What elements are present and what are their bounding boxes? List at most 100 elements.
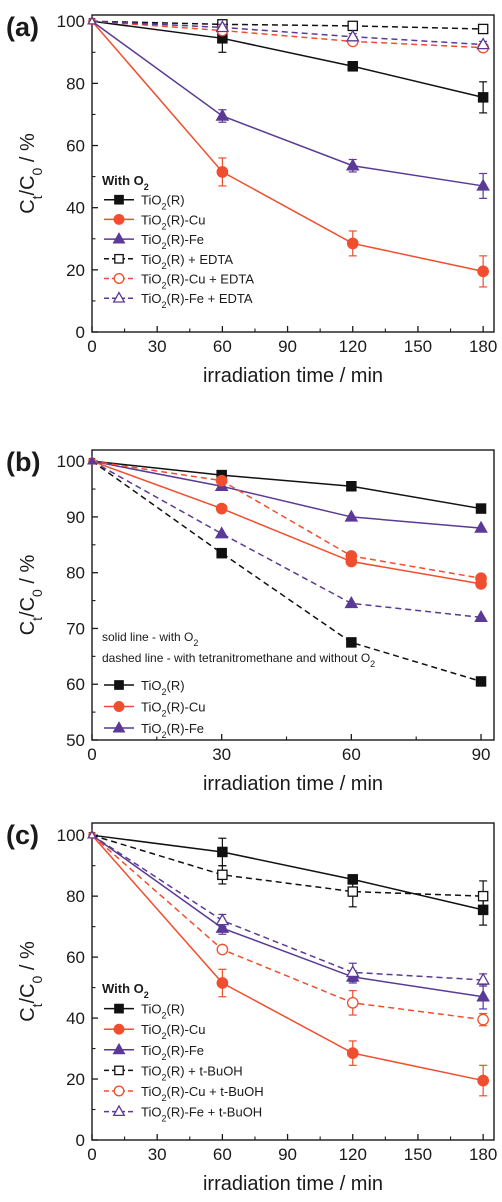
- y-tick-label: 0: [76, 1131, 85, 1150]
- data-point: [345, 158, 360, 171]
- panel-label: (c): [6, 820, 39, 850]
- series-line: [91, 460, 482, 580]
- legend-title: With O2: [102, 173, 149, 192]
- series-5: [88, 457, 487, 585]
- series-line: [91, 20, 484, 187]
- legend-entry-label: TiO2(R)-Fe + t-BuOH: [141, 1105, 262, 1124]
- x-tick-label: 150: [404, 337, 432, 356]
- series-3: [87, 455, 488, 533]
- y-tick-label: 40: [66, 1009, 85, 1028]
- data-point: [345, 550, 358, 562]
- x-tick-label: 90: [278, 1145, 297, 1164]
- data-point: [344, 596, 359, 609]
- y-tick-label: 60: [66, 675, 85, 694]
- x-tick-label: 180: [469, 337, 497, 356]
- x-tick-label: 120: [339, 1145, 367, 1164]
- series-6: [87, 15, 490, 50]
- series-line: [91, 834, 484, 1021]
- legend-marker: [112, 1042, 126, 1055]
- series-1: [88, 832, 489, 926]
- series-line: [91, 834, 484, 981]
- x-tick-label: 0: [87, 337, 96, 356]
- legend-entry-label: TiO2(R) + EDTA: [141, 252, 233, 271]
- legend-marker: [113, 213, 125, 225]
- series-4: [88, 18, 489, 35]
- series-line: [91, 460, 482, 529]
- data-point: [346, 237, 359, 250]
- legend-marker: [113, 1085, 125, 1097]
- legend-entry-label: TiO2(R)-Fe: [141, 1043, 204, 1062]
- legend-entry-label: TiO2(R)-Cu + t-BuOH: [141, 1084, 264, 1103]
- x-tick-label: 120: [339, 337, 367, 356]
- series-line: [91, 834, 484, 897]
- data-point: [477, 890, 489, 902]
- x-tick-label: 30: [212, 745, 231, 764]
- x-tick-label: 30: [148, 1145, 167, 1164]
- data-point: [215, 474, 228, 487]
- x-tick-label: 180: [469, 1145, 497, 1164]
- series-line: [91, 460, 482, 683]
- data-point: [216, 977, 229, 989]
- data-point: [347, 20, 359, 32]
- data-point: [215, 913, 230, 926]
- legend-marker: [113, 273, 125, 284]
- legend-marker: [114, 194, 124, 205]
- series-line: [91, 460, 482, 585]
- data-point: [216, 166, 229, 178]
- y-axis-title: Ct/C0 / %: [17, 133, 45, 214]
- panel-label: (a): [6, 12, 39, 42]
- series-1: [88, 18, 489, 114]
- x-tick-label: 0: [87, 1145, 96, 1164]
- legend-entry-label: TiO2(R)-Cu: [141, 212, 205, 231]
- x-tick-label: 30: [148, 337, 167, 356]
- legend-marker: [114, 1003, 124, 1014]
- data-point: [345, 965, 360, 978]
- x-axis-title: irradiation time / min: [203, 1173, 383, 1195]
- series-4: [88, 832, 489, 912]
- legend-title: With O2: [102, 981, 149, 1000]
- data-point: [347, 61, 359, 72]
- legend-entry-label: TiO2(R)-Fe: [141, 232, 204, 251]
- series-line: [91, 834, 484, 911]
- series-line: [91, 20, 484, 273]
- x-tick-label: 90: [278, 337, 297, 356]
- data-point: [474, 609, 488, 623]
- y-tick-label: 0: [76, 323, 85, 342]
- data-point: [477, 265, 489, 278]
- data-point: [476, 972, 490, 985]
- data-point: [346, 480, 357, 492]
- data-point: [477, 92, 489, 103]
- x-axis-title: irradiation time / min: [203, 773, 383, 795]
- legend: TiO2(R) TiO2(R)-Cu TiO2(R)-Fe: [104, 678, 205, 740]
- legend-marker: [114, 680, 124, 690]
- series-1: [88, 458, 487, 514]
- x-tick-label: 60: [213, 1145, 232, 1164]
- data-point: [215, 20, 230, 33]
- x-tick-label: 60: [342, 745, 361, 764]
- data-point: [347, 886, 359, 897]
- legend-marker: [113, 701, 125, 712]
- data-point: [217, 869, 228, 881]
- legend-entry-label: TiO2(R)-Fe + EDTA: [141, 291, 253, 310]
- data-point: [344, 509, 359, 522]
- legend-marker: [113, 1023, 125, 1035]
- y-tick-label: 100: [57, 12, 85, 31]
- legend-entry-label: TiO2(R): [141, 1002, 185, 1021]
- x-tick-label: 150: [404, 1145, 432, 1164]
- data-point: [346, 637, 357, 648]
- data-point: [475, 503, 487, 514]
- legend-entry-label: TiO2(R)-Cu: [141, 700, 205, 719]
- data-point: [476, 37, 490, 50]
- data-point: [216, 547, 227, 559]
- data-point: [346, 996, 359, 1009]
- y-tick-label: 80: [66, 887, 85, 906]
- data-point: [87, 455, 97, 465]
- legend-entry-label: TiO2(R)-Fe: [141, 721, 204, 740]
- y-tick-label: 100: [57, 452, 85, 471]
- chart-panel-2: (b) 0 30 60 90 50 60 70 80 90 100 irradiation time …: [6, 447, 495, 795]
- series-line: [91, 20, 484, 30]
- legend-marker: [112, 291, 126, 303]
- y-tick-label: 50: [66, 731, 85, 750]
- annotation-text: solid line - with O2: [102, 630, 198, 648]
- data-point: [215, 108, 230, 121]
